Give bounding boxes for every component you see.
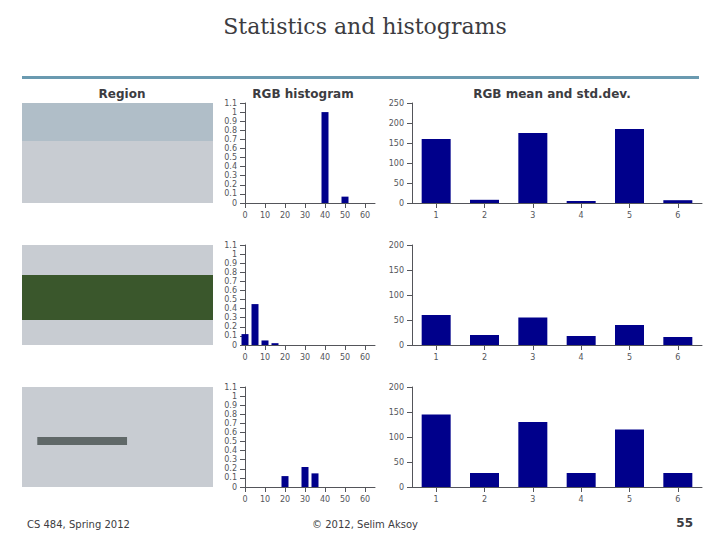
svg-text:50: 50 <box>340 211 350 220</box>
svg-text:0: 0 <box>232 341 237 350</box>
svg-text:0.5: 0.5 <box>224 437 237 446</box>
svg-text:10: 10 <box>260 495 270 504</box>
svg-text:0.1: 0.1 <box>224 189 237 198</box>
svg-text:30: 30 <box>300 211 310 220</box>
svg-text:Region: Region <box>99 87 146 101</box>
svg-text:2: 2 <box>482 495 487 504</box>
svg-text:1: 1 <box>232 108 237 117</box>
svg-text:0: 0 <box>399 199 404 208</box>
svg-text:2: 2 <box>482 211 487 220</box>
svg-text:0.9: 0.9 <box>224 259 237 268</box>
svg-text:4: 4 <box>579 495 584 504</box>
svg-text:0.3: 0.3 <box>224 313 237 322</box>
svg-text:© 2012, Selim Aksoy: © 2012, Selim Aksoy <box>312 519 418 530</box>
svg-text:2: 2 <box>482 353 487 362</box>
svg-text:0: 0 <box>242 353 247 362</box>
svg-text:0.1: 0.1 <box>224 331 237 340</box>
svg-text:60: 60 <box>360 495 370 504</box>
svg-text:50: 50 <box>340 353 350 362</box>
svg-text:0: 0 <box>232 483 237 492</box>
svg-text:50: 50 <box>340 495 350 504</box>
svg-text:40: 40 <box>320 211 330 220</box>
svg-text:50: 50 <box>394 316 404 325</box>
svg-text:0: 0 <box>232 199 237 208</box>
svg-text:0.6: 0.6 <box>224 428 237 437</box>
svg-text:0: 0 <box>399 483 404 492</box>
svg-text:RGB histogram: RGB histogram <box>252 87 353 101</box>
svg-text:0.9: 0.9 <box>224 117 237 126</box>
svg-text:0.3: 0.3 <box>224 455 237 464</box>
svg-text:200: 200 <box>389 241 404 250</box>
svg-text:RGB mean and std.dev.: RGB mean and std.dev. <box>473 87 630 101</box>
svg-text:4: 4 <box>579 353 584 362</box>
svg-text:0: 0 <box>242 495 247 504</box>
svg-text:200: 200 <box>389 119 404 128</box>
svg-text:0.6: 0.6 <box>224 144 237 153</box>
svg-text:30: 30 <box>300 495 310 504</box>
svg-text:0.8: 0.8 <box>224 126 237 135</box>
svg-text:5: 5 <box>627 353 632 362</box>
svg-text:0.4: 0.4 <box>224 446 237 455</box>
svg-text:0.2: 0.2 <box>224 464 237 473</box>
svg-text:60: 60 <box>360 353 370 362</box>
svg-text:40: 40 <box>320 495 330 504</box>
svg-text:0: 0 <box>399 341 404 350</box>
svg-text:100: 100 <box>389 433 404 442</box>
svg-text:20: 20 <box>280 353 290 362</box>
svg-text:100: 100 <box>389 159 404 168</box>
svg-text:0.5: 0.5 <box>224 153 237 162</box>
svg-text:0: 0 <box>242 211 247 220</box>
svg-text:0.8: 0.8 <box>224 410 237 419</box>
svg-text:5: 5 <box>627 211 632 220</box>
svg-text:1: 1 <box>434 211 439 220</box>
svg-text:6: 6 <box>675 495 680 504</box>
svg-text:3: 3 <box>530 353 535 362</box>
svg-text:1: 1 <box>434 495 439 504</box>
svg-text:150: 150 <box>389 266 404 275</box>
svg-text:0.4: 0.4 <box>224 162 237 171</box>
svg-text:50: 50 <box>394 458 404 467</box>
svg-text:250: 250 <box>389 99 404 108</box>
svg-text:0.6: 0.6 <box>224 286 237 295</box>
svg-text:3: 3 <box>530 495 535 504</box>
svg-text:0.2: 0.2 <box>224 180 237 189</box>
svg-text:CS 484, Spring 2012: CS 484, Spring 2012 <box>27 519 130 530</box>
svg-text:10: 10 <box>260 211 270 220</box>
svg-text:150: 150 <box>389 408 404 417</box>
svg-text:0.4: 0.4 <box>224 304 237 313</box>
svg-text:6: 6 <box>675 353 680 362</box>
svg-text:0.8: 0.8 <box>224 268 237 277</box>
svg-text:55: 55 <box>676 516 693 530</box>
svg-text:1.1: 1.1 <box>224 99 237 108</box>
svg-text:0.3: 0.3 <box>224 171 237 180</box>
svg-text:20: 20 <box>280 211 290 220</box>
svg-text:0.1: 0.1 <box>224 473 237 482</box>
svg-text:30: 30 <box>300 353 310 362</box>
svg-text:200: 200 <box>389 383 404 392</box>
svg-text:1: 1 <box>232 250 237 259</box>
svg-text:40: 40 <box>320 353 330 362</box>
svg-text:0.7: 0.7 <box>224 277 237 286</box>
svg-text:3: 3 <box>530 211 535 220</box>
svg-text:0.7: 0.7 <box>224 419 237 428</box>
svg-text:10: 10 <box>260 353 270 362</box>
svg-text:50: 50 <box>394 179 404 188</box>
svg-text:6: 6 <box>675 211 680 220</box>
svg-text:20: 20 <box>280 495 290 504</box>
svg-text:60: 60 <box>360 211 370 220</box>
svg-text:100: 100 <box>389 291 404 300</box>
svg-text:0.7: 0.7 <box>224 135 237 144</box>
svg-text:Statistics and histograms: Statistics and histograms <box>223 14 507 39</box>
svg-text:0.2: 0.2 <box>224 322 237 331</box>
svg-text:0.5: 0.5 <box>224 295 237 304</box>
svg-text:1.1: 1.1 <box>224 383 237 392</box>
svg-text:0.9: 0.9 <box>224 401 237 410</box>
svg-text:150: 150 <box>389 139 404 148</box>
svg-text:1.1: 1.1 <box>224 241 237 250</box>
svg-text:5: 5 <box>627 495 632 504</box>
svg-text:4: 4 <box>579 211 584 220</box>
svg-text:1: 1 <box>232 392 237 401</box>
svg-text:1: 1 <box>434 353 439 362</box>
